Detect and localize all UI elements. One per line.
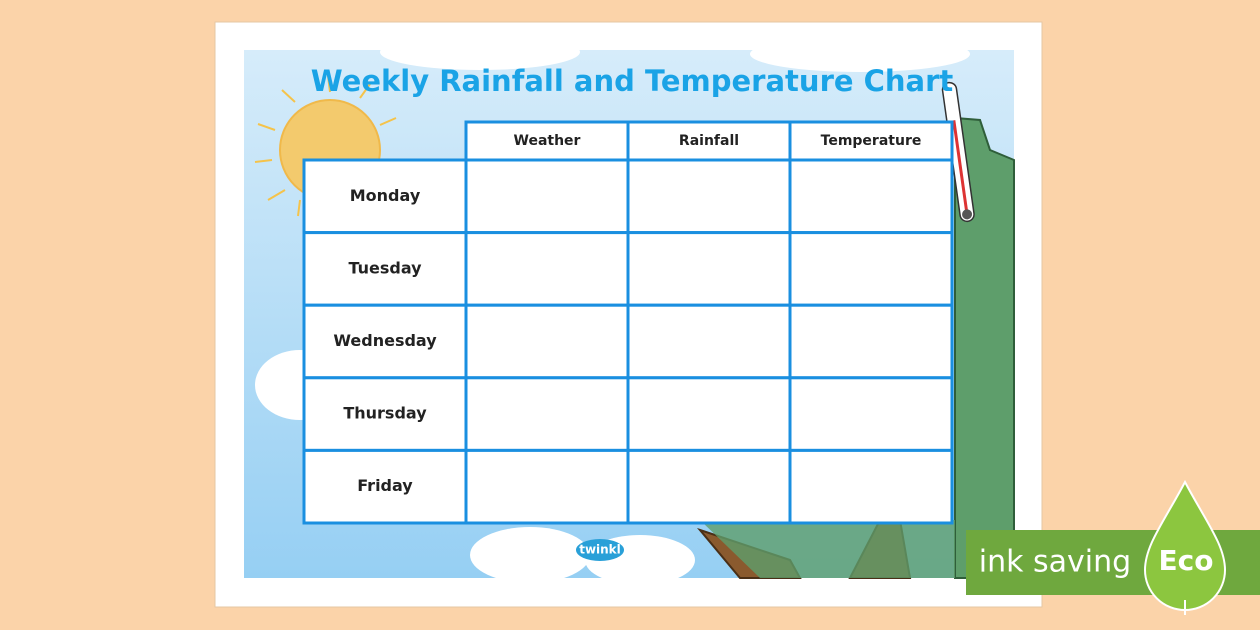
header-cell xyxy=(788,120,954,162)
row-label: Friday xyxy=(357,476,413,495)
header-text: Weather xyxy=(514,133,581,149)
cell xyxy=(464,158,630,235)
logo: twinkl xyxy=(576,539,624,561)
cell xyxy=(626,376,792,452)
cell xyxy=(788,303,954,380)
cell xyxy=(464,303,630,380)
cell xyxy=(626,448,792,525)
cell xyxy=(788,376,954,452)
row-label: Thursday xyxy=(343,404,427,423)
cell xyxy=(302,303,468,380)
cell xyxy=(788,158,954,235)
cell xyxy=(626,231,792,307)
cell xyxy=(788,231,954,307)
cell xyxy=(626,158,792,235)
cell xyxy=(302,448,468,525)
cell xyxy=(464,448,630,525)
title: Weekly Rainfall and Temperature Chart xyxy=(311,64,954,98)
row-label: Monday xyxy=(350,186,421,205)
table: Weather Rainfall Temperature Monday Tuesday W… xyxy=(302,120,954,525)
cell xyxy=(788,448,954,525)
badge-text: ink saving xyxy=(979,545,1131,580)
header-text: Temperature xyxy=(821,133,922,149)
eco-badge: ink saving Eco xyxy=(966,479,1260,615)
logo-text: twinkl xyxy=(579,543,621,557)
row-label: Wednesday xyxy=(333,331,437,350)
cell xyxy=(464,231,630,307)
badge-eco: Eco xyxy=(1159,544,1214,577)
header-text: Rainfall xyxy=(679,133,739,149)
row-label: Tuesday xyxy=(348,258,422,277)
cell xyxy=(464,376,630,452)
cell xyxy=(626,303,792,380)
